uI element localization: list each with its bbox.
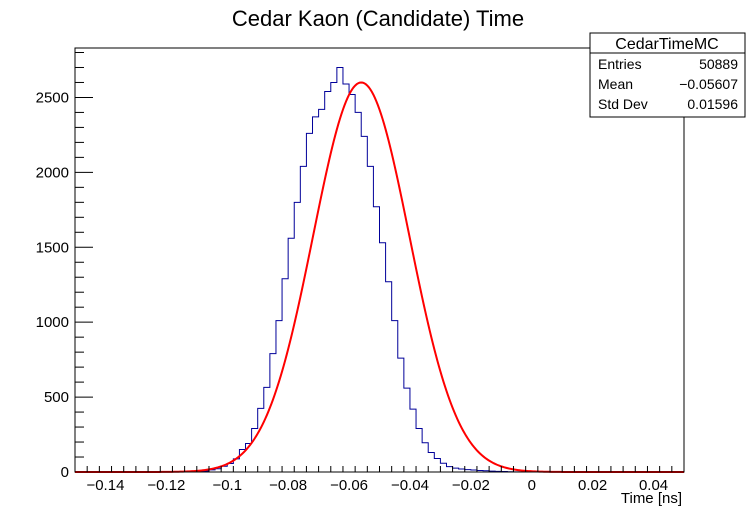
histogram-bin — [270, 354, 276, 472]
stats-box-frame — [589, 32, 746, 118]
histogram-bin — [434, 459, 440, 472]
histogram-bin — [349, 94, 355, 472]
histogram-bin — [386, 282, 392, 472]
y-axis: 0 500 1000 1500 2000 2500 — [36, 51, 93, 481]
histogram-bin — [325, 91, 331, 472]
histogram-bin — [221, 466, 227, 472]
x-tick-label: −0.06 — [330, 477, 368, 494]
y-tick-label: 500 — [44, 389, 69, 406]
histogram-bin — [367, 166, 373, 472]
fit-curve — [75, 81, 684, 473]
histogram-bin — [343, 84, 349, 472]
x-tick-label: 0.02 — [578, 477, 607, 494]
histogram-bin — [306, 133, 312, 472]
y-tick-label: 2000 — [36, 164, 69, 181]
x-tick-label: −0.1 — [212, 477, 242, 494]
chart-title: Cedar Kaon (Candidate) Time — [232, 6, 524, 31]
x-tick-label: 0 — [528, 477, 536, 494]
histogram-bin — [300, 166, 306, 472]
histogram-bin — [258, 408, 264, 472]
histogram-bin — [282, 279, 288, 472]
histogram-bin — [422, 443, 428, 472]
stats-entries-label: Entries — [598, 56, 642, 72]
histogram-group — [75, 66, 684, 473]
histogram-bin — [440, 463, 446, 472]
histogram-bin — [453, 468, 459, 472]
histogram-bin — [392, 321, 398, 472]
histogram-bin — [227, 463, 233, 472]
histogram-bin — [276, 321, 282, 472]
x-tick-label: 0.04 — [639, 477, 668, 494]
x-tick-label: −0.04 — [391, 477, 429, 494]
histogram-bin — [355, 112, 361, 472]
stats-box-title: CedarTimeMC — [615, 36, 718, 53]
histogram-bin — [428, 453, 434, 472]
x-tick-label: −0.14 — [86, 477, 124, 494]
stats-stddev-value: 0.01596 — [687, 96, 738, 112]
histogram-bin — [380, 243, 386, 472]
histogram-outline — [75, 66, 684, 473]
histogram-bin — [410, 409, 416, 472]
stats-mean-label: Mean — [598, 76, 633, 92]
y-tick-label: 0 — [61, 464, 69, 481]
histogram-bin — [313, 117, 319, 472]
x-axis: −0.14 −0.12 −0.1 −0.08 −0.06 −0.04 −0.02 0 0.02 0… — [74, 466, 685, 494]
stats-box: CedarTimeMC Entries 50889 Mean −0.05607 … — [589, 32, 746, 118]
histogram-bin — [264, 387, 270, 472]
y-tick-label: 2500 — [36, 89, 69, 106]
x-tick-label: −0.02 — [452, 477, 490, 494]
stats-entries-value: 50889 — [699, 56, 738, 72]
x-axis-label: Time [ns] — [621, 490, 682, 507]
histogram-bin — [446, 467, 452, 472]
histogram-bin — [416, 429, 422, 472]
x-tick-label: −0.12 — [147, 477, 185, 494]
y-tick-label: 1000 — [36, 314, 69, 331]
histogram-bin — [319, 109, 325, 472]
stats-mean-value: −0.05607 — [679, 76, 738, 92]
histogram-bin — [404, 388, 410, 472]
histogram-bin — [398, 358, 404, 472]
histogram-bin — [294, 202, 300, 472]
fit-group — [75, 81, 684, 473]
x-tick-label: −0.08 — [269, 477, 307, 494]
histogram-bin — [373, 207, 379, 472]
stats-stddev-label: Std Dev — [598, 96, 648, 112]
histogram-bin — [361, 136, 367, 472]
histogram-bin — [288, 238, 294, 472]
y-tick-label: 1500 — [36, 239, 69, 256]
